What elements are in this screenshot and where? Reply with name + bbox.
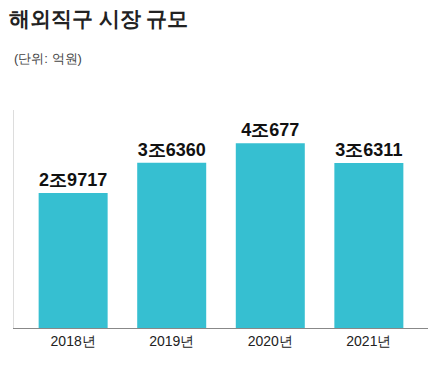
svg-text:2021년: 2021년	[346, 333, 391, 349]
svg-text:3조6311: 3조6311	[335, 140, 402, 160]
svg-text:(단위: 억원): (단위: 억원)	[14, 51, 82, 66]
svg-text:2018년: 2018년	[51, 333, 96, 349]
svg-text:3조6360: 3조6360	[138, 140, 206, 160]
svg-text:2조9717: 2조9717	[39, 170, 107, 190]
svg-text:2020년: 2020년	[248, 333, 293, 349]
svg-text:4조677: 4조677	[241, 120, 299, 140]
svg-text:2019년: 2019년	[149, 333, 194, 349]
svg-text:해외직구 시장 규모: 해외직구 시장 규모	[9, 7, 189, 30]
